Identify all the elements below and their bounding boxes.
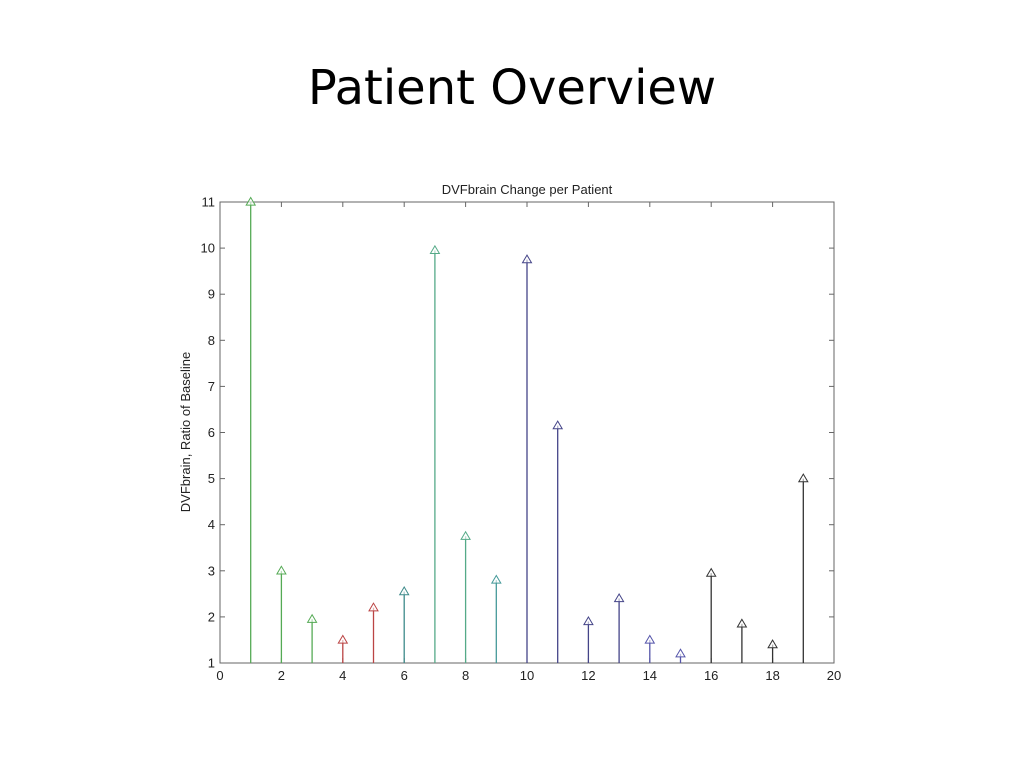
stem-marker	[276, 565, 287, 575]
x-tick-label: 12	[581, 668, 595, 683]
stems	[245, 196, 809, 663]
stem-marker	[644, 634, 656, 644]
y-tick-label: 8	[208, 333, 215, 348]
x-tick-label: 20	[827, 668, 841, 683]
x-tick-label: 8	[462, 668, 469, 683]
y-tick-label: 9	[208, 287, 215, 302]
stem-marker	[460, 530, 471, 540]
stem-marker	[613, 592, 625, 603]
stem-marker	[583, 616, 594, 626]
y-tick-label: 3	[208, 563, 215, 578]
stem-marker	[767, 639, 778, 649]
stem-marker	[368, 602, 379, 612]
y-tick-label: 1	[208, 656, 215, 671]
stem-marker	[245, 196, 257, 206]
stem-marker	[490, 574, 502, 584]
stem-marker	[429, 244, 441, 255]
stem-marker	[398, 586, 410, 596]
slide-title: Patient Overview	[307, 60, 717, 116]
y-tick-label: 11	[202, 195, 216, 210]
stem-marker	[306, 613, 318, 623]
y-tick-label: 5	[208, 471, 215, 486]
x-tick-label: 4	[339, 668, 346, 683]
x-tick-label: 10	[520, 668, 534, 683]
y-tick-label: 7	[208, 379, 215, 394]
y-tick-label: 2	[208, 609, 215, 624]
x-tick-label: 14	[643, 668, 657, 683]
x-axis-ticks: 0 2 4 6 8 10 12 14 16 18 20	[216, 202, 841, 683]
x-tick-label: 6	[401, 668, 408, 683]
stem-marker	[736, 618, 748, 628]
stem-marker	[521, 254, 533, 264]
stem-marker	[675, 648, 686, 658]
stem-marker	[337, 634, 349, 644]
y-tick-label: 10	[201, 241, 215, 256]
y-tick-label: 4	[208, 517, 215, 532]
stem-marker	[552, 420, 564, 430]
chart-title: DVFbrain Change per Patient	[442, 182, 613, 197]
stem-marker	[705, 567, 717, 577]
x-tick-label: 16	[704, 668, 718, 683]
y-axis-label: DVFbrain, Ratio of Baseline	[178, 352, 193, 512]
x-tick-label: 18	[765, 668, 779, 683]
x-tick-label: 0	[216, 668, 223, 683]
y-axis-ticks: 1 2 3 4 5 6 7 8 9 10 11	[201, 195, 834, 671]
stem-marker	[797, 473, 809, 483]
x-tick-label: 2	[278, 668, 285, 683]
y-tick-label: 6	[208, 425, 215, 440]
